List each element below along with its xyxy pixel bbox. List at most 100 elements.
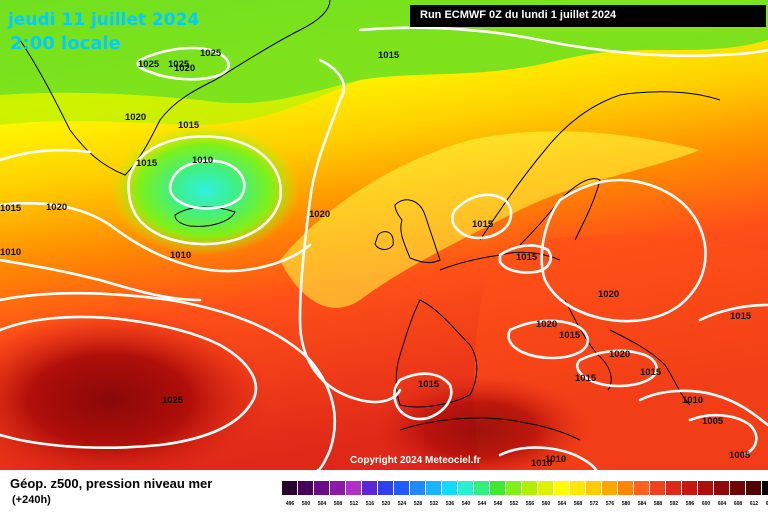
color-scale-tick: 608 [733,501,743,507]
greenland-coast [19,0,331,176]
color-scale-tick: 544 [477,501,487,507]
color-scale-tick: 596 [685,501,695,507]
isobar-label: 1020 [174,63,195,74]
color-swatch [362,481,378,495]
color-swatch [378,481,394,495]
british-isles-coast [374,199,441,264]
color-swatch [666,481,682,495]
isobar-label: 1020 [598,289,619,300]
isobar-label: 1015 [136,158,158,169]
color-scale-tick: 520 [381,501,391,507]
color-swatch [586,481,602,495]
color-scale-tick: 496 [285,501,295,507]
color-scale-tick: 524 [397,501,407,507]
isobar-label: 1010 [0,247,21,258]
color-swatch [330,481,346,495]
isobar-1020-north [0,148,312,273]
yellow-tongue [280,131,700,308]
color-swatch [282,481,298,495]
color-scale-tick: 568 [573,501,583,507]
footer-bar: Géop. z500, pression niveau mer (+240h) … [0,470,768,512]
isobar-label: 1020 [609,349,630,360]
forecast-date: jeudi 11 juillet 2024 [8,10,200,30]
product-title: Géop. z500, pression niveau mer [10,476,213,491]
north-africa-coast [399,417,581,441]
isobar-label: 1025 [200,48,222,59]
high-pressure-core-west [0,310,270,470]
isobar-greenland-1025 [136,46,230,81]
isobar-label: 1010 [682,395,703,406]
color-scale-tick: 552 [509,501,519,507]
isobar-iberia-1015 [392,372,453,421]
forecast-local-time: 2:00 locale [10,33,121,54]
forecast-map: 1025 1025 1025 1020 1015 1020 1015 1010 … [0,0,768,470]
color-swatch [554,481,570,495]
color-scale [282,481,768,495]
color-scale-tick: 532 [429,501,439,507]
isobar-label: 1025 [138,59,160,70]
isobar-label: 1005 [729,450,751,461]
isobar-label: 1005 [702,416,724,427]
isobar-label: 1015 [378,50,400,61]
isobar-label: 1015 [575,373,597,384]
color-scale-tick: 512 [349,501,359,507]
isobar-label: 1020 [309,209,330,220]
isobar-labels: 1025 1025 1025 1020 1015 1020 1015 1010 … [0,48,752,469]
color-swatch [314,481,330,495]
color-scale-tick: 576 [605,501,615,507]
color-swatch [618,481,634,495]
run-info-box: Run ECMWF 0Z du lundi 1 juillet 2024 [410,5,766,27]
color-scale-tick: 548 [493,501,503,507]
color-scale-tick: 516 [365,501,375,507]
color-scale-tick: 580 [621,501,631,507]
isobar-label: 1020 [536,319,557,330]
isobar-baltic-1015 [498,244,553,274]
isobar-label: 1015 [178,120,200,131]
color-swatch [538,481,554,495]
isobar-label: 1015 [730,311,752,322]
color-swatch [650,481,666,495]
isobar-1015-ridge [358,26,768,58]
color-scale-tick: 572 [589,501,599,507]
isobar-label: 1015 [472,219,494,230]
green-band [0,80,360,125]
color-scale-tick: 616 [765,501,768,507]
color-scale-tick: 504 [317,501,327,507]
isobar-label: 1015 [559,330,581,341]
color-swatch [298,481,314,495]
color-scale-tick: 508 [333,501,343,507]
isobar-label: 1015 [640,367,662,378]
color-scale-labels: 496 500 504 508 512 516 520 524 528 532 536 540 544 5… [282,501,768,507]
isobar-label: 1010 [531,458,552,469]
isobar-1020-ridge [298,58,402,404]
isobar-scandinavia-1020 [540,178,707,323]
color-scale-tick: 500 [301,501,311,507]
isobar-east-1005 [688,413,758,456]
color-scale-tick: 604 [717,501,727,507]
color-swatch [522,481,538,495]
scandinavia-coast [479,91,721,246]
color-swatch [410,481,426,495]
isobars [0,26,768,470]
isobar-label: 1010 [170,250,191,261]
color-swatch [634,481,650,495]
isobar-label: 1010 [545,454,566,465]
run-info-text: Run ECMWF 0Z du lundi 1 juillet 2024 [420,9,617,21]
color-swatch [458,481,474,495]
isobar-1025-high [0,315,258,450]
color-swatch [570,481,586,495]
color-scale-tick: 592 [669,501,679,507]
color-scale-tick: 584 [637,501,647,507]
isobar-east-1015 [698,303,768,322]
isobar-label: 1015 [516,252,538,263]
color-swatch [346,481,362,495]
isobar-label: 1020 [125,112,146,123]
isobar-alps-1015 [507,319,589,360]
color-scale-tick: 556 [525,501,535,507]
isobar-label: 1010 [192,155,213,166]
italy-coast [564,299,612,391]
isobar-label: 1025 [162,395,184,406]
isobar-label: 1020 [46,202,67,213]
balkans-coast [609,329,691,406]
